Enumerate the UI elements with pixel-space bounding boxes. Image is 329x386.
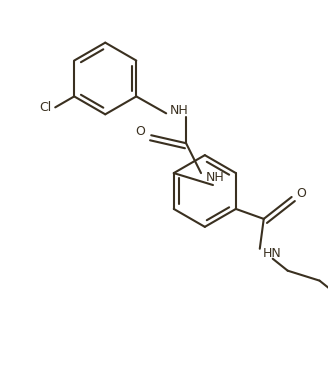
Text: O: O <box>135 125 145 138</box>
Text: O: O <box>297 186 307 200</box>
Text: NH: NH <box>206 171 225 184</box>
Text: NH: NH <box>170 104 189 117</box>
Text: Cl: Cl <box>39 101 51 114</box>
Text: HN: HN <box>263 247 282 260</box>
